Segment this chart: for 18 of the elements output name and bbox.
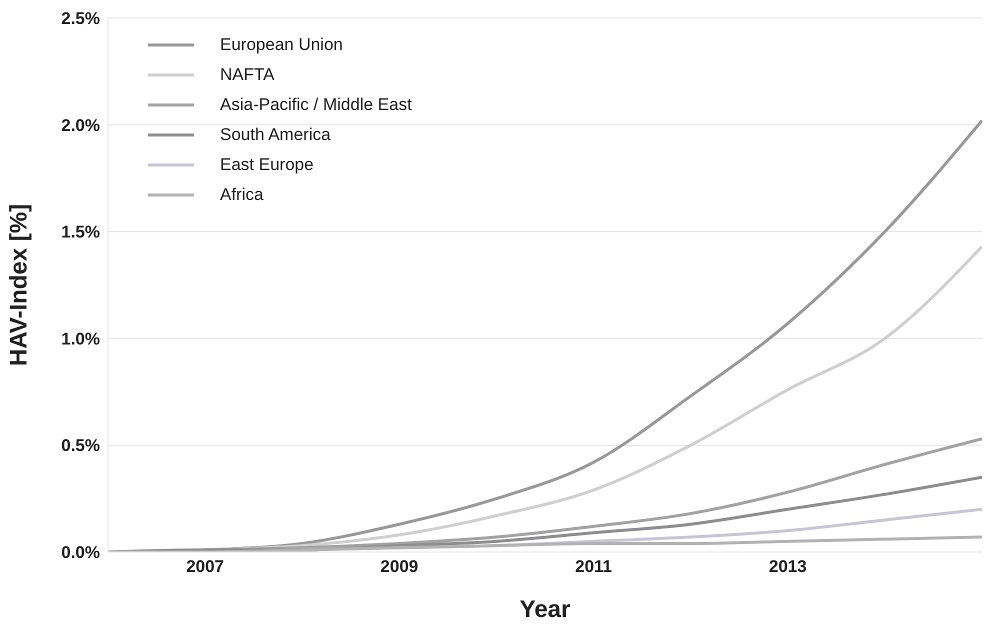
y-tick-label: 2.0% [61, 116, 100, 135]
legend-label: Africa [220, 185, 264, 205]
legend-label: European Union [220, 35, 343, 55]
y-tick-label: 1.0% [61, 329, 100, 348]
y-axis-title: HAV-Index [%] [6, 204, 33, 366]
x-tick-label: 2013 [768, 557, 807, 576]
legend-label: East Europe [220, 155, 314, 175]
x-tick-label: 2007 [186, 557, 224, 576]
y-tick-label: 0.5% [61, 436, 100, 456]
x-tick-label: 2009 [380, 557, 418, 576]
legend-label: South America [220, 125, 331, 145]
legend-label: NAFTA [220, 65, 274, 85]
x-axis-title: Year [520, 596, 570, 623]
y-tick-label: 1.5% [61, 222, 100, 242]
y-tick-label: 2.5% [61, 9, 100, 28]
y-tick-label: 0.0% [61, 543, 100, 562]
x-tick-label: 2011 [575, 557, 612, 576]
legend-label: Asia-Pacific / Middle East [220, 95, 412, 115]
